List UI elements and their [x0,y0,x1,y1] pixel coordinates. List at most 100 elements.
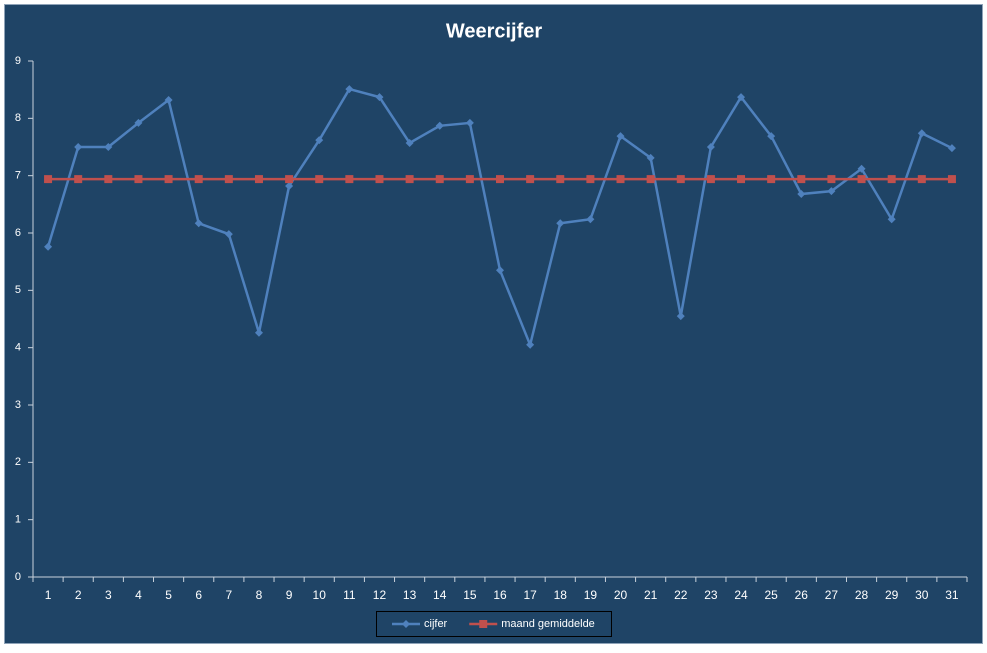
marker [104,143,113,151]
marker [375,175,384,184]
y-tick-label: 6 [15,227,21,239]
x-tick-label: 31 [945,588,959,602]
marker [556,219,565,228]
x-tick-label: 5 [165,588,172,602]
marker [74,143,83,151]
x-tick-label: 13 [403,588,417,602]
y-tick-label: 5 [15,284,21,296]
marker [134,118,143,127]
marker [827,187,836,196]
marker [947,175,956,184]
marker [465,175,474,184]
marker [676,312,685,321]
x-tick-label: 16 [493,588,507,602]
x-tick-label: 29 [885,588,899,602]
x-tick-label: 4 [135,588,142,602]
marker [646,175,655,184]
x-tick-label: 12 [373,588,387,602]
marker [104,175,113,184]
x-tick-label: 22 [674,588,688,602]
marker [285,175,294,184]
marker [737,93,746,102]
x-tick-label: 25 [764,588,778,602]
marker [405,138,414,147]
marker [857,175,866,184]
marker [737,175,746,184]
marker [496,266,504,275]
marker [194,175,203,184]
legend-label: cijfer [424,618,448,630]
marker [857,164,866,173]
marker [767,132,776,141]
x-tick-label: 26 [795,588,809,602]
marker [405,175,414,184]
marker [797,190,806,199]
marker [465,118,474,127]
marker [496,175,504,184]
marker [285,181,294,190]
marker [254,328,263,337]
x-tick-label: 20 [614,588,628,602]
marker [526,175,535,184]
x-tick-label: 23 [704,588,718,602]
marker [706,143,715,151]
x-tick-label: 28 [855,588,869,602]
y-tick-label: 4 [15,342,21,354]
x-tick-label: 30 [915,588,929,602]
y-tick-label: 8 [15,112,21,124]
x-tick-label: 15 [463,588,477,602]
y-tick-label: 1 [15,514,21,526]
marker [254,175,263,184]
x-tick-label: 1 [45,588,52,602]
marker [947,144,956,153]
marker [887,175,896,184]
x-tick-label: 8 [256,588,263,602]
marker [797,175,806,184]
marker [706,175,715,184]
marker [887,215,896,224]
marker [224,230,233,239]
marker [345,85,354,94]
marker [164,95,173,104]
marker [767,175,776,184]
x-tick-label: 17 [523,588,537,602]
x-tick-label: 9 [286,588,293,602]
x-tick-label: 7 [225,588,232,602]
y-tick-label: 2 [15,456,21,468]
marker [917,129,926,138]
marker [402,620,410,628]
chart-background [4,4,983,644]
marker [224,175,233,184]
x-tick-label: 21 [644,588,658,602]
marker [616,132,625,141]
marker [827,175,836,184]
marker [44,242,53,251]
marker [375,93,384,102]
marker [479,620,488,628]
marker [646,153,655,162]
marker [164,175,173,184]
marker [194,219,203,228]
marker [586,215,595,224]
y-tick-label: 9 [15,55,21,67]
marker [435,121,444,130]
x-tick-label: 3 [105,588,112,602]
marker [676,175,685,184]
marker [616,175,625,184]
marker [74,175,83,184]
marker [315,136,324,145]
x-tick-label: 10 [313,588,327,602]
x-tick-label: 6 [195,588,202,602]
marker [345,175,354,184]
marker [526,340,535,349]
x-tick-label: 19 [584,588,598,602]
chart-title: Weercijfer [446,20,543,42]
x-tick-label: 27 [825,588,839,602]
x-tick-label: 14 [433,588,447,602]
x-tick-label: 24 [734,588,748,602]
legend-box [376,611,612,637]
x-tick-label: 18 [554,588,568,602]
marker [134,175,143,184]
